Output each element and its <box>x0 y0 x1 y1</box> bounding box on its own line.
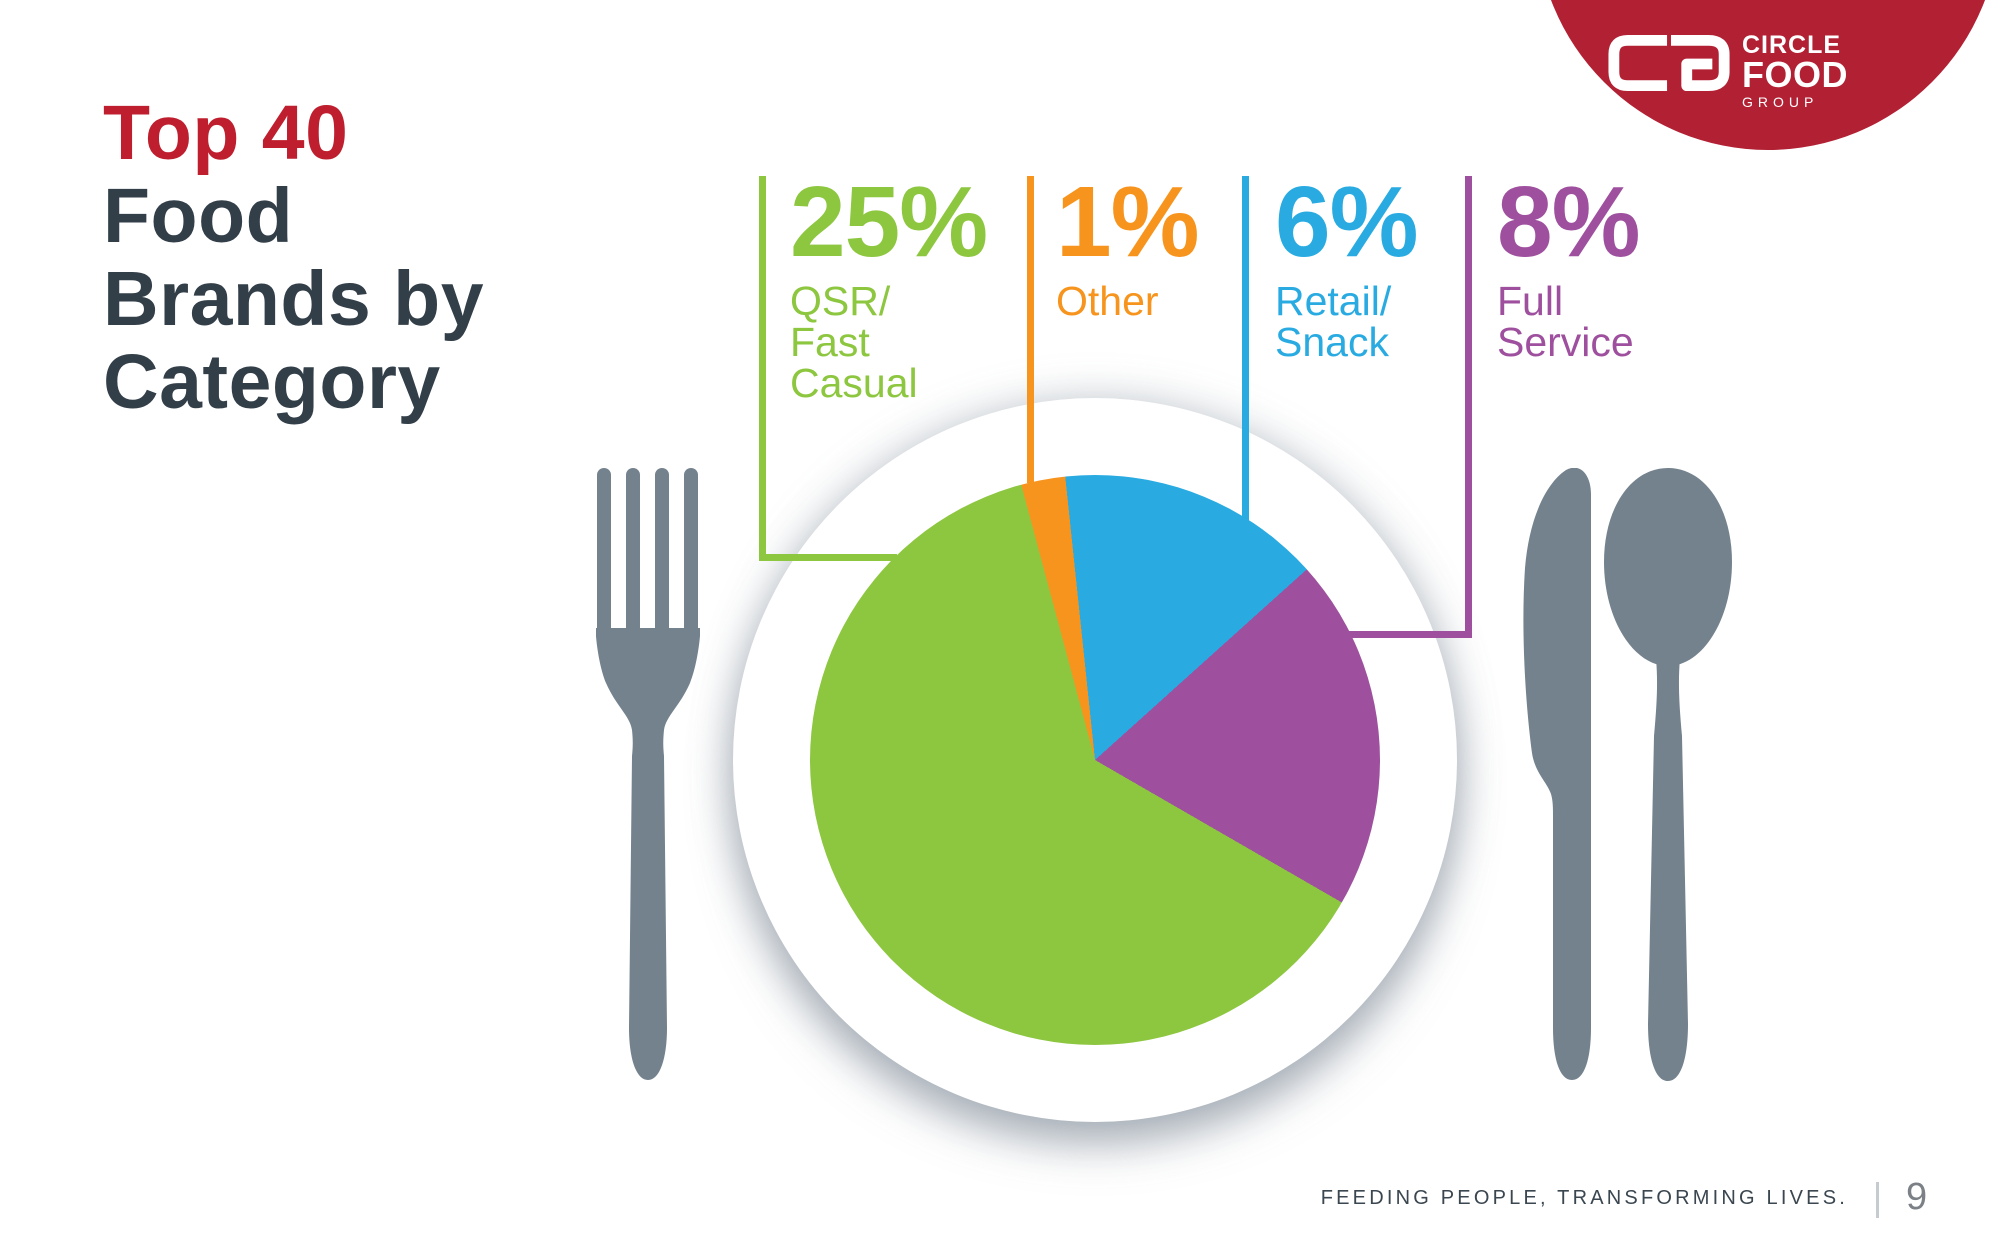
connector-other-vertical <box>1027 176 1034 483</box>
pct-other: 1% <box>1056 166 1200 278</box>
logo-word-group: GROUP <box>1742 94 1819 110</box>
cat-retail: Retail/ Snack <box>1275 278 1392 365</box>
cat-full: Full Service <box>1497 278 1634 365</box>
footer-separator <box>1876 1182 1879 1218</box>
logo-word-circle: CIRCLE <box>1742 31 1842 59</box>
title-line-brands: Brands by <box>103 256 485 342</box>
spoon-icon <box>1604 468 1732 1081</box>
connector-full-horizontal <box>1342 631 1472 638</box>
title-line-category: Category <box>103 339 441 425</box>
knife-icon <box>1523 468 1591 1080</box>
cfg-monogram-icon <box>1608 34 1730 92</box>
footer-tagline: FEEDING PEOPLE, TRANSFORMING LIVES. <box>1320 1187 1848 1209</box>
label-full-service: 8% Full Service <box>1497 166 1641 365</box>
pct-retail: 6% <box>1275 166 1419 278</box>
page-title: Top 40 Food Brands by Category <box>103 92 484 424</box>
label-other: 1% Other <box>1056 166 1200 324</box>
title-line-top40: Top 40 <box>103 90 349 176</box>
cat-qsr: QSR/ Fast Casual <box>790 278 918 406</box>
logo-word-food: FOOD <box>1742 54 1848 95</box>
fork-icon <box>596 468 700 1080</box>
connector-qsr-vertical <box>759 176 766 561</box>
connector-full-vertical <box>1465 176 1472 638</box>
pie-chart <box>810 475 1380 1045</box>
label-qsr-fast-casual: 25% QSR/ Fast Casual <box>790 166 988 406</box>
connector-retail-vertical <box>1242 176 1249 523</box>
pct-full: 8% <box>1497 166 1641 278</box>
title-line-food: Food <box>103 173 294 259</box>
pct-qsr: 25% <box>790 166 988 278</box>
connector-qsr-horizontal <box>759 554 897 561</box>
label-retail-snack: 6% Retail/ Snack <box>1275 166 1419 365</box>
logo-text: CIRCLE FOOD GROUP <box>1742 33 1848 112</box>
page-number: 9 <box>1906 1176 1928 1218</box>
cat-other: Other <box>1056 278 1159 324</box>
